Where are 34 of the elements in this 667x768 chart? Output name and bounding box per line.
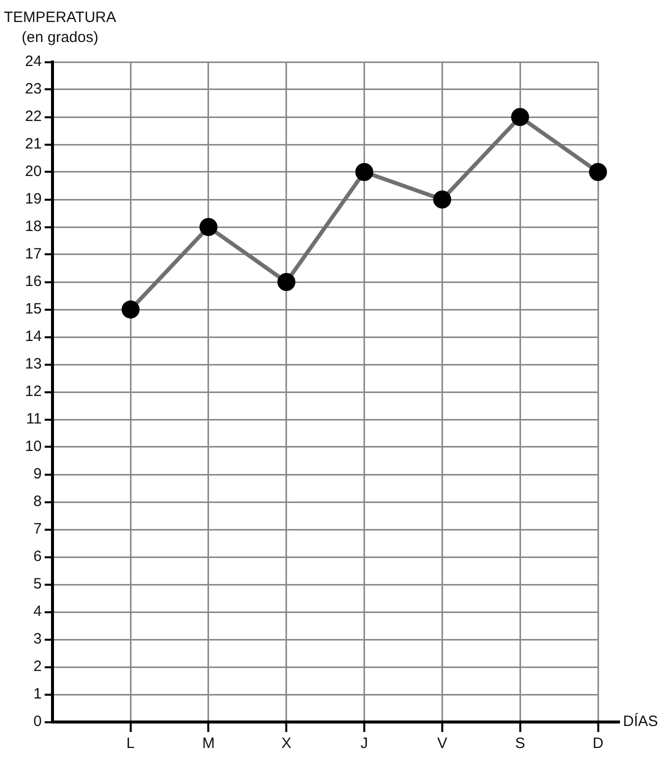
y-tick-label: 1 [33,686,42,703]
y-tick-label: 24 [24,53,42,70]
y-axis-title: TEMPERATURA (en grados) [4,9,116,46]
y-tick-label: 18 [24,218,42,236]
y-tick-label: 19 [24,190,42,208]
y-tick-label: 23 [24,80,42,98]
x-tick-label: S [515,735,526,752]
y-tick-label: 9 [33,466,42,483]
y-tick-label: 5 [33,576,42,593]
y-tick-label: 3 [33,630,42,648]
y-tick-label: 8 [33,493,42,510]
x-axis-title: DÍAS [623,712,658,730]
y-tick-label: 21 [24,136,42,153]
y-tick-label: 16 [24,273,42,290]
y-tick-label: 22 [24,108,42,126]
y-tick-label: 13 [24,356,42,373]
y-tick-label: 15 [24,300,42,318]
x-tick-label: J [360,735,368,752]
x-tick-label: V [437,735,448,752]
y-tick-label: 7 [33,520,42,538]
y-tick-label: 20 [24,163,42,180]
x-tick-label: D [592,735,604,752]
y-tick-label: 4 [33,603,42,620]
y-tick-label: 11 [26,410,42,428]
y-tick-label: 17 [24,246,42,263]
y-tick-label: 12 [24,383,42,400]
y-tick-label: 10 [24,438,42,456]
x-tick-label: M [202,735,215,752]
x-tick-label: L [126,735,135,752]
y-tick-label: 14 [24,328,42,346]
y-tick-label: 6 [33,548,42,566]
y-tick-label: 0 [33,713,42,730]
y-tick-label: 2 [33,658,42,676]
x-tick-label: X [281,735,292,752]
